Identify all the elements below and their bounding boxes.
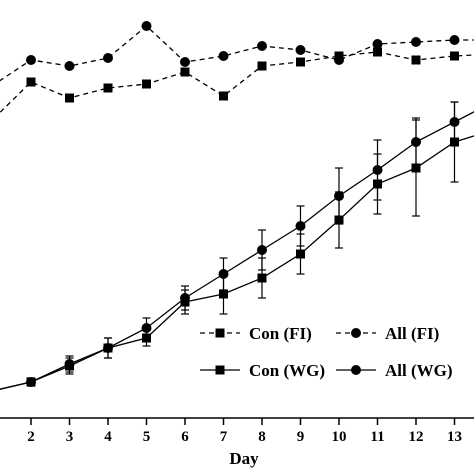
x-tick-label: 11 [370,429,384,445]
data-point-circle [141,323,152,333]
data-point-square [296,249,305,259]
x-tick-label: 2 [27,429,35,445]
data-point-circle [103,343,113,353]
legend-label: All (FI) [385,324,439,343]
data-point-circle [180,57,190,67]
data-point-square [257,273,267,283]
data-point-square [219,91,228,101]
x-tick-label: 12 [409,429,424,445]
x-axis-title: Day [229,449,259,468]
legend-item-0: Con (FI) [200,324,312,343]
x-tick-label: 7 [220,429,228,445]
data-point-circle [26,55,36,65]
data-point-circle [372,165,383,175]
plot-area [0,21,474,390]
series-line [0,111,474,390]
x-tick-label: 9 [297,429,305,445]
legend-item-3: All (WG) [336,361,453,380]
data-point-circle [218,269,229,279]
data-point-circle [351,365,361,375]
legend-label: Con (WG) [249,361,325,380]
data-point-square [450,51,459,61]
data-point-circle [257,245,267,255]
legend-label: Con (FI) [249,324,312,343]
legend-item-1: All (FI) [336,324,439,343]
data-point-square [215,328,225,338]
data-point-circle [26,377,36,387]
data-point-square [296,57,305,67]
series-2 [0,101,474,390]
data-point-circle [295,221,306,231]
data-point-square [411,55,421,65]
data-point-circle [64,359,75,369]
data-point-circle [372,39,383,49]
data-point-circle [141,21,152,31]
data-point-circle [351,328,361,338]
x-tick-label: 10 [332,429,347,445]
data-point-circle [64,61,75,71]
data-point-circle [449,117,460,127]
series-line [0,51,474,114]
x-tick-label: 6 [181,429,189,445]
series-line [0,135,474,390]
data-point-circle [334,55,344,65]
series-1 [0,21,474,82]
data-point-circle [180,293,190,303]
data-point-circle [334,191,344,201]
data-point-square [142,79,151,89]
data-point-square [65,93,74,103]
data-point-circle [257,41,267,51]
x-tick-label: 5 [143,429,151,445]
data-point-square [373,47,382,57]
data-point-square [411,163,421,173]
data-point-square [180,67,190,77]
x-tick-label: 13 [447,429,462,445]
data-point-circle [103,53,113,63]
series-line [0,25,474,82]
data-point-square [103,83,113,93]
series-0 [0,47,474,114]
x-tick-label: 4 [104,429,112,445]
data-point-square [26,77,36,87]
data-point-circle [449,35,460,45]
data-point-square [219,289,228,299]
legend-item-2: Con (WG) [200,361,325,380]
legend: Con (FI) All (FI) Con (WG) All (WG) [200,324,453,380]
data-point-circle [411,37,421,47]
data-point-circle [295,45,306,55]
data-point-square [215,365,225,375]
x-tick-label: 8 [258,429,266,445]
data-point-circle [411,137,421,147]
x-tick-label: 3 [66,429,74,445]
data-point-circle [218,51,229,61]
data-point-square [257,61,267,71]
legend-label: All (WG) [385,361,453,380]
series-3 [0,101,474,390]
x-ticks: 12345678910111213 [27,418,462,445]
